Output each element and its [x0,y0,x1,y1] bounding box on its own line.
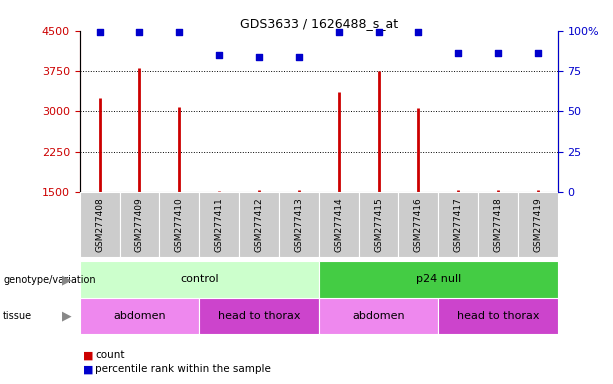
Text: GSM277415: GSM277415 [374,197,383,252]
Bar [398,192,438,257]
Point [294,53,304,60]
Point [533,50,543,56]
Text: tissue: tissue [3,311,32,321]
Text: GSM277416: GSM277416 [414,197,423,252]
Text: GSM277408: GSM277408 [95,197,104,252]
Bar [359,192,398,257]
Text: GSM277412: GSM277412 [254,197,264,252]
Text: abdomen: abdomen [352,311,405,321]
Bar [199,192,239,257]
Bar [80,261,319,298]
Bar [518,192,558,257]
Text: ▶: ▶ [62,273,72,286]
Bar [80,192,120,257]
Title: GDS3633 / 1626488_s_at: GDS3633 / 1626488_s_at [240,17,398,30]
Bar [120,192,159,257]
Text: control: control [180,274,219,285]
Point [215,52,224,58]
Bar [438,298,558,334]
Text: p24 null: p24 null [416,274,461,285]
Text: GSM277411: GSM277411 [215,197,224,252]
Bar [438,192,478,257]
Bar [279,192,319,257]
Bar [80,298,199,334]
Text: genotype/variation: genotype/variation [3,275,96,285]
Point [373,29,384,35]
Text: percentile rank within the sample: percentile rank within the sample [95,364,271,374]
Bar [199,298,319,334]
Point [94,29,104,35]
Bar [319,298,438,334]
Text: GSM277409: GSM277409 [135,197,144,252]
Text: GSM277417: GSM277417 [454,197,463,252]
Point [454,50,463,56]
Bar [319,261,558,298]
Text: GSM277419: GSM277419 [533,197,543,252]
Bar [239,192,279,257]
Point [175,29,185,35]
Bar [319,192,359,257]
Point [413,29,423,35]
Text: ■: ■ [83,364,93,374]
Point [333,29,343,35]
Bar [159,192,199,257]
Text: head to thorax: head to thorax [218,311,300,321]
Point [254,53,264,60]
Text: head to thorax: head to thorax [457,311,539,321]
Text: abdomen: abdomen [113,311,166,321]
Text: GSM277410: GSM277410 [175,197,184,252]
Text: ■: ■ [83,350,93,360]
Point [134,29,145,35]
Text: ▶: ▶ [62,310,72,323]
Text: GSM277413: GSM277413 [294,197,303,252]
Text: count: count [95,350,124,360]
Text: GSM277418: GSM277418 [493,197,503,252]
Point [493,50,503,56]
Bar [478,192,518,257]
Text: GSM277414: GSM277414 [334,197,343,252]
